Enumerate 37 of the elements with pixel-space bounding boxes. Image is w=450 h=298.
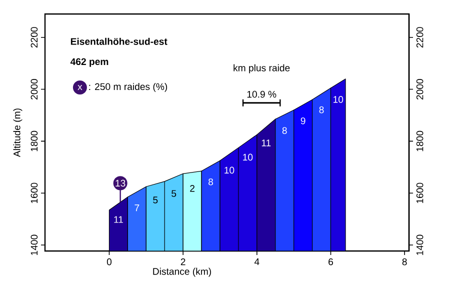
y-tick-label: 2000 — [30, 78, 38, 100]
y2-tick-label: 1600 — [416, 182, 424, 204]
y2-tick-label: 2000 — [416, 78, 424, 100]
annotation: 10.9 % — [247, 90, 276, 98]
annotation: : 250 m raides (%) — [89, 82, 168, 92]
text: 10 — [243, 154, 253, 161]
series-label: 7 — [134, 204, 140, 212]
text: Eisentalhöhe-sud-est — [70, 38, 168, 45]
annotation: km plus raide — [234, 64, 290, 74]
series-label: 11 — [262, 140, 271, 146]
y-tick-label: 2200 — [30, 27, 38, 48]
series-label: 2 — [190, 184, 194, 192]
y2-tick-label: 1800 — [416, 130, 424, 152]
annotation: 13 — [116, 180, 126, 187]
series-label: 8 — [282, 127, 287, 134]
series-label: 8 — [319, 106, 324, 114]
x-tick-label: 6 — [328, 258, 333, 266]
y2-tick-label: 2200 — [416, 27, 424, 48]
x-tick-label: 4 — [254, 258, 260, 266]
x-tick-label: 0 — [106, 258, 112, 266]
x-tick-label: 2 — [180, 258, 186, 266]
series-label: 5 — [153, 196, 158, 204]
annotation: x — [78, 84, 82, 90]
x-tick-label: 8 — [402, 258, 407, 266]
x-axis-title: Distance (km) — [153, 268, 211, 277]
series-label: 10 — [334, 96, 344, 103]
text: 5 — [172, 190, 176, 197]
y-axis-title: Altitude (m) — [13, 108, 22, 158]
y-tick-label: 1600 — [30, 182, 38, 204]
series-label: 8 — [208, 178, 214, 186]
y-tick-label: 1400 — [30, 234, 38, 255]
series-label: 10 — [224, 166, 234, 174]
series-label: 9 — [300, 117, 306, 124]
y-tick-label: 1800 — [30, 130, 38, 152]
text: 462 pem — [70, 58, 108, 67]
series-label: 11 — [114, 216, 123, 223]
y2-tick-label: 1400 — [416, 234, 424, 255]
